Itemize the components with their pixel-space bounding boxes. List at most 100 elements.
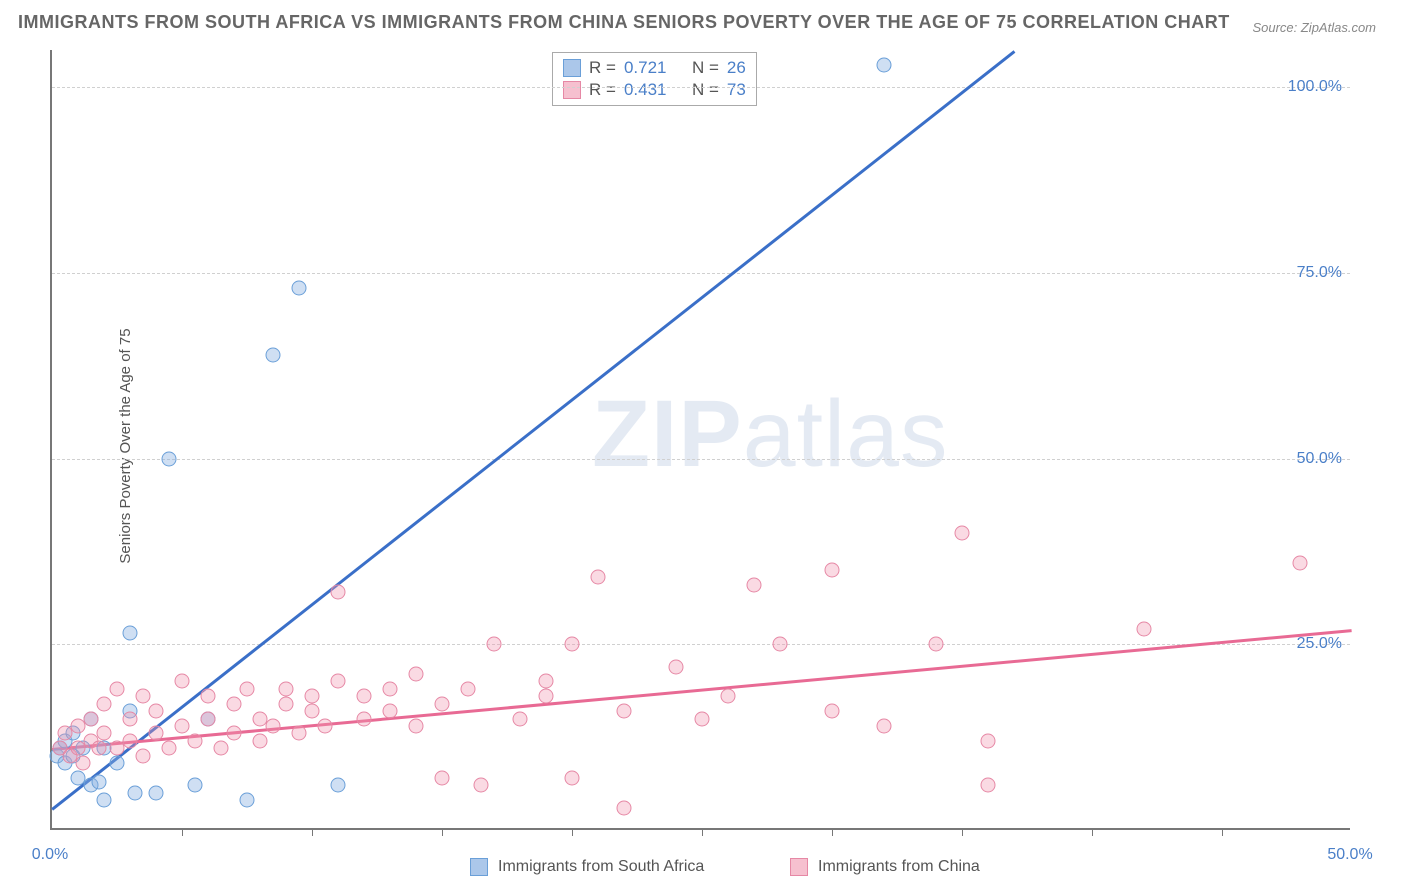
x-tick-mark (832, 828, 833, 836)
stat-r-label: R = (589, 58, 616, 78)
data-point (383, 704, 398, 719)
data-point (110, 681, 125, 696)
data-point (214, 741, 229, 756)
trend-line (51, 50, 1015, 810)
legend-label: Immigrants from China (818, 858, 980, 876)
data-point (240, 681, 255, 696)
data-point (149, 785, 164, 800)
data-point (487, 637, 502, 652)
data-point (292, 280, 307, 295)
stat-r-value: 0.721 (624, 58, 667, 78)
data-point (97, 696, 112, 711)
data-point (97, 793, 112, 808)
data-point (474, 778, 489, 793)
x-tick-mark (1092, 828, 1093, 836)
gridline (52, 273, 1350, 274)
data-point (331, 585, 346, 600)
data-point (773, 637, 788, 652)
data-point (513, 711, 528, 726)
x-tick-mark (312, 828, 313, 836)
data-point (1137, 622, 1152, 637)
data-point (84, 711, 99, 726)
x-legend-series2: Immigrants from China (790, 858, 980, 876)
swatch-icon (790, 858, 808, 876)
data-point (877, 57, 892, 72)
data-point (149, 726, 164, 741)
stat-n-value: 26 (727, 58, 746, 78)
swatch-icon (563, 59, 581, 77)
data-point (565, 771, 580, 786)
gridline (52, 459, 1350, 460)
plot-region: ZIPatlas R = 0.721 N = 26 R = 0.431 N = … (50, 50, 1350, 830)
x-tick-mark (702, 828, 703, 836)
data-point (435, 771, 450, 786)
swatch-icon (470, 858, 488, 876)
data-point (136, 748, 151, 763)
data-point (201, 689, 216, 704)
data-point (981, 778, 996, 793)
data-point (617, 704, 632, 719)
data-point (305, 704, 320, 719)
data-point (188, 733, 203, 748)
data-point (409, 719, 424, 734)
legend-label: Immigrants from South Africa (498, 858, 704, 876)
data-point (435, 696, 450, 711)
data-point (201, 711, 216, 726)
data-point (76, 756, 91, 771)
data-point (91, 741, 106, 756)
data-point (123, 626, 138, 641)
stat-n-value: 73 (727, 80, 746, 100)
data-point (383, 681, 398, 696)
data-point (227, 696, 242, 711)
watermark: ZIPatlas (592, 380, 948, 489)
data-point (357, 711, 372, 726)
data-point (331, 778, 346, 793)
data-point (617, 800, 632, 815)
data-point (1293, 555, 1308, 570)
watermark-bold: ZIP (592, 381, 743, 487)
data-point (331, 674, 346, 689)
data-point (266, 719, 281, 734)
data-point (279, 696, 294, 711)
stats-row-series1: R = 0.721 N = 26 (563, 57, 746, 79)
gridline (52, 644, 1350, 645)
data-point (565, 637, 580, 652)
x-tick-mark (442, 828, 443, 836)
correlation-stats-box: R = 0.721 N = 26 R = 0.431 N = 73 (552, 52, 757, 106)
data-point (929, 637, 944, 652)
data-point (136, 689, 151, 704)
data-point (175, 719, 190, 734)
y-tick-label: 50.0% (1297, 450, 1342, 468)
data-point (97, 726, 112, 741)
data-point (825, 704, 840, 719)
chart-area: ZIPatlas R = 0.721 N = 26 R = 0.431 N = … (50, 50, 1350, 830)
data-point (128, 785, 143, 800)
x-legend-series1: Immigrants from South Africa (470, 858, 704, 876)
data-point (409, 667, 424, 682)
source-attribution: Source: ZipAtlas.com (1252, 20, 1376, 35)
x-tick-mark (182, 828, 183, 836)
y-tick-label: 75.0% (1297, 264, 1342, 282)
data-point (240, 793, 255, 808)
data-point (357, 689, 372, 704)
data-point (669, 659, 684, 674)
y-tick-label: 25.0% (1297, 635, 1342, 653)
data-point (747, 577, 762, 592)
swatch-icon (563, 81, 581, 99)
data-point (305, 689, 320, 704)
stat-n-label: N = (692, 80, 719, 100)
data-point (279, 681, 294, 696)
y-tick-label: 100.0% (1288, 78, 1342, 96)
data-point (539, 674, 554, 689)
x-tick-label: 50.0% (1327, 846, 1372, 864)
stat-r-value: 0.431 (624, 80, 667, 100)
data-point (162, 451, 177, 466)
gridline (52, 87, 1350, 88)
data-point (253, 733, 268, 748)
x-tick-label: 0.0% (32, 846, 68, 864)
x-tick-mark (962, 828, 963, 836)
data-point (266, 347, 281, 362)
data-point (162, 741, 177, 756)
data-point (721, 689, 736, 704)
data-point (955, 525, 970, 540)
